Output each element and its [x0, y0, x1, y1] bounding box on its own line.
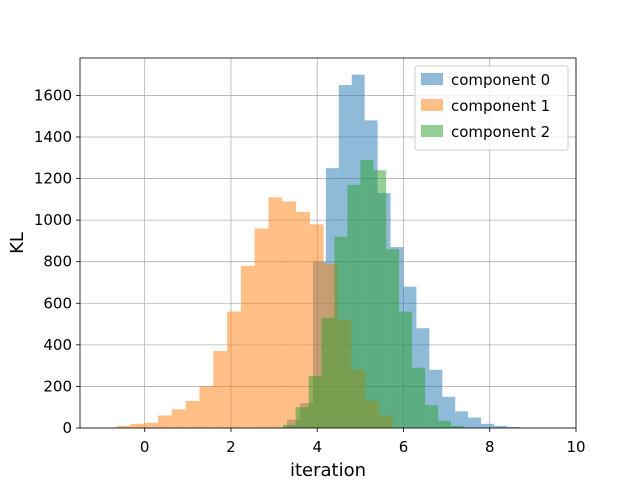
histogram-bar: [468, 417, 482, 428]
histogram-bar: [455, 411, 469, 428]
histogram-bar: [334, 236, 348, 428]
histogram-bar: [116, 425, 131, 428]
y-tick-label: 600: [43, 294, 72, 312]
x-tick-label: 2: [226, 438, 236, 456]
histogram-bar: [481, 423, 495, 428]
histogram-bar: [171, 409, 186, 428]
histogram-bar: [494, 425, 507, 428]
histogram-bar: [437, 420, 451, 428]
histogram-bar: [308, 376, 322, 428]
histogram-bar: [321, 317, 335, 428]
histogram-bar: [347, 184, 361, 428]
histogram-bar: [144, 422, 159, 428]
histogram-bar: [254, 228, 269, 428]
histogram-bar: [158, 415, 172, 428]
histogram-bar: [295, 407, 309, 428]
axis-ticks: 0 2 4 6 8 10 0 200 400 600 800 1000 1200 1400 1600: [34, 86, 586, 456]
histogram-bar: [213, 351, 228, 428]
histogram-bar: [240, 265, 255, 428]
histogram-bar: [425, 405, 438, 428]
histogram-bar: [450, 425, 464, 428]
x-axis-label: iteration: [290, 460, 366, 480]
y-tick-label: 200: [43, 377, 72, 395]
y-tick-label: 1000: [34, 211, 72, 229]
legend-box: [414, 65, 569, 151]
histogram-bar: [399, 311, 413, 428]
histogram-bar: [130, 423, 145, 428]
x-tick-label: 8: [485, 438, 495, 456]
y-tick-label: 1600: [34, 86, 72, 104]
x-tick-label: 10: [566, 438, 585, 456]
legend-label: component 0: [451, 71, 550, 89]
y-tick-label: 1200: [34, 170, 72, 188]
histogram-bars: [116, 74, 520, 429]
histogram-bar: [185, 400, 200, 428]
legend-swatch: [421, 73, 443, 85]
series-2-bars: [282, 159, 464, 428]
histogram-bar: [373, 170, 387, 428]
histogram-bar: [268, 197, 283, 428]
x-tick-label: 6: [399, 438, 409, 456]
histogram-bar: [360, 159, 374, 428]
legend-swatch: [421, 125, 443, 137]
plot-frame: [79, 57, 577, 429]
histogram-bar: [386, 249, 400, 428]
legend: component 0 component 1 component 2: [414, 65, 569, 151]
histogram-bar: [412, 367, 426, 428]
legend-swatch: [421, 99, 443, 111]
y-tick-label: 800: [43, 253, 72, 271]
histogram-bar: [296, 211, 310, 428]
y-tick-label: 1400: [34, 128, 72, 146]
histogram-bar: [506, 426, 520, 428]
histogram-bar: [442, 396, 456, 428]
y-axis-label: KL: [7, 232, 28, 254]
x-tick-label: 4: [312, 438, 322, 456]
histogram-bar: [282, 201, 297, 428]
y-tick-label: 0: [62, 419, 72, 437]
y-tick-label: 400: [43, 336, 72, 354]
histogram-bar: [227, 311, 241, 428]
legend-label: component 1: [451, 97, 550, 115]
histogram-bar: [199, 386, 214, 428]
legend-label: component 2: [451, 123, 550, 141]
histogram-bar: [282, 424, 296, 428]
x-tick-label: 0: [140, 438, 150, 456]
